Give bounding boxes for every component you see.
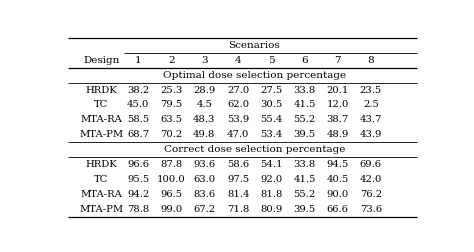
Text: 38.2: 38.2 [127, 86, 149, 94]
Text: Scenarios: Scenarios [228, 41, 281, 50]
Text: 12.0: 12.0 [327, 101, 349, 109]
Text: 25.3: 25.3 [160, 86, 182, 94]
Text: 53.4: 53.4 [260, 130, 283, 139]
Text: 3: 3 [201, 56, 208, 65]
Text: 5: 5 [268, 56, 275, 65]
Text: 94.2: 94.2 [127, 190, 149, 199]
Text: 48.3: 48.3 [193, 115, 216, 124]
Text: 1: 1 [135, 56, 142, 65]
Text: 4.5: 4.5 [196, 101, 212, 109]
Text: HRDK: HRDK [86, 86, 118, 94]
Text: 49.8: 49.8 [193, 130, 216, 139]
Text: 55.4: 55.4 [260, 115, 283, 124]
Text: 97.5: 97.5 [227, 175, 249, 184]
Text: 39.5: 39.5 [293, 205, 316, 214]
Text: 55.2: 55.2 [293, 115, 316, 124]
Text: 81.8: 81.8 [260, 190, 283, 199]
Text: Optimal dose selection percentage: Optimal dose selection percentage [163, 71, 346, 80]
Text: 80.9: 80.9 [260, 205, 283, 214]
Text: 96.5: 96.5 [160, 190, 182, 199]
Text: 38.7: 38.7 [327, 115, 349, 124]
Text: 58.6: 58.6 [227, 160, 249, 169]
Text: 99.0: 99.0 [160, 205, 182, 214]
Text: 33.8: 33.8 [293, 86, 316, 94]
Text: MTA-RA: MTA-RA [81, 115, 122, 124]
Text: TC: TC [94, 175, 109, 184]
Text: Design: Design [83, 56, 119, 65]
Text: 8: 8 [367, 56, 374, 65]
Text: 62.0: 62.0 [227, 101, 249, 109]
Text: 68.7: 68.7 [127, 130, 149, 139]
Text: 100.0: 100.0 [157, 175, 186, 184]
Text: 81.4: 81.4 [227, 190, 249, 199]
Text: Correct dose selection percentage: Correct dose selection percentage [164, 145, 345, 154]
Text: 27.0: 27.0 [227, 86, 249, 94]
Text: 53.9: 53.9 [227, 115, 249, 124]
Text: 96.6: 96.6 [127, 160, 149, 169]
Text: 69.6: 69.6 [360, 160, 382, 169]
Text: TC: TC [94, 101, 109, 109]
Text: 45.0: 45.0 [127, 101, 149, 109]
Text: 87.8: 87.8 [160, 160, 182, 169]
Text: 78.8: 78.8 [127, 205, 149, 214]
Text: MTA-PM: MTA-PM [80, 205, 124, 214]
Text: 40.5: 40.5 [327, 175, 349, 184]
Text: 76.2: 76.2 [360, 190, 382, 199]
Text: 43.7: 43.7 [360, 115, 382, 124]
Text: 43.9: 43.9 [360, 130, 382, 139]
Text: 94.5: 94.5 [327, 160, 349, 169]
Text: 93.6: 93.6 [193, 160, 215, 169]
Text: 83.6: 83.6 [193, 190, 215, 199]
Text: 23.5: 23.5 [360, 86, 382, 94]
Text: 48.9: 48.9 [327, 130, 349, 139]
Text: 95.5: 95.5 [127, 175, 149, 184]
Text: 79.5: 79.5 [160, 101, 182, 109]
Text: 42.0: 42.0 [360, 175, 382, 184]
Text: 30.5: 30.5 [260, 101, 283, 109]
Text: 63.0: 63.0 [193, 175, 215, 184]
Text: 67.2: 67.2 [193, 205, 215, 214]
Text: 55.2: 55.2 [293, 190, 316, 199]
Text: 2.5: 2.5 [363, 101, 379, 109]
Text: MTA-PM: MTA-PM [80, 130, 124, 139]
Text: 4: 4 [235, 56, 241, 65]
Text: 71.8: 71.8 [227, 205, 249, 214]
Text: 41.5: 41.5 [293, 175, 316, 184]
Text: 41.5: 41.5 [293, 101, 316, 109]
Text: 54.1: 54.1 [260, 160, 283, 169]
Text: 39.5: 39.5 [293, 130, 316, 139]
Text: 73.6: 73.6 [360, 205, 382, 214]
Text: 63.5: 63.5 [160, 115, 182, 124]
Text: 7: 7 [334, 56, 341, 65]
Text: 20.1: 20.1 [327, 86, 349, 94]
Text: 6: 6 [301, 56, 308, 65]
Text: 58.5: 58.5 [127, 115, 149, 124]
Text: HRDK: HRDK [86, 160, 118, 169]
Text: 70.2: 70.2 [160, 130, 182, 139]
Text: 66.6: 66.6 [327, 205, 349, 214]
Text: 27.5: 27.5 [260, 86, 283, 94]
Text: MTA-RA: MTA-RA [81, 190, 122, 199]
Text: 33.8: 33.8 [293, 160, 316, 169]
Text: 47.0: 47.0 [227, 130, 249, 139]
Text: 90.0: 90.0 [327, 190, 349, 199]
Text: 92.0: 92.0 [260, 175, 283, 184]
Text: 28.9: 28.9 [193, 86, 216, 94]
Text: 2: 2 [168, 56, 174, 65]
